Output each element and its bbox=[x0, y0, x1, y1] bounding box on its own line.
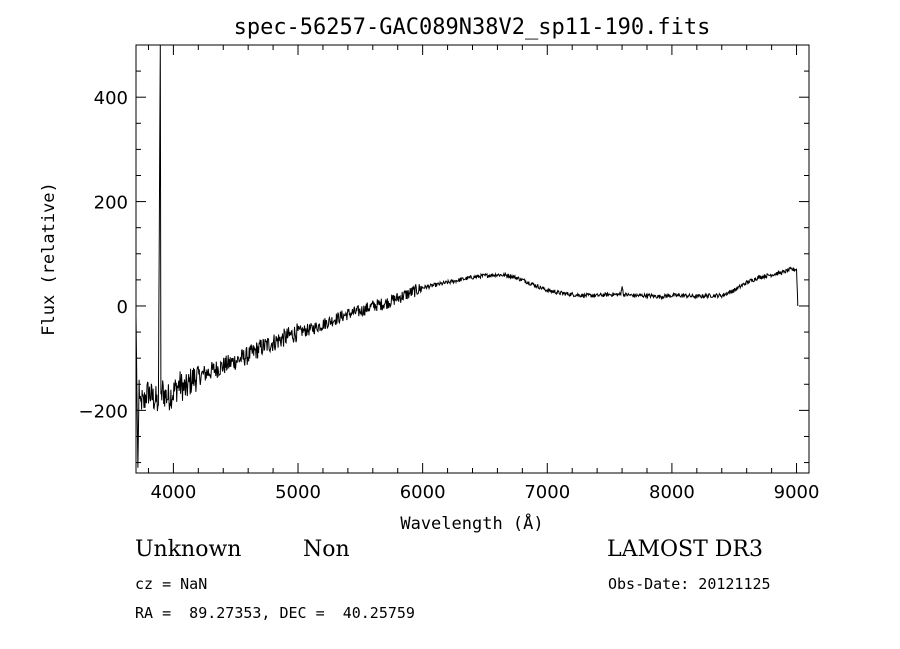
redshift-cz: cz = NaN bbox=[135, 575, 208, 593]
series-line-flux bbox=[135, 44, 799, 468]
survey-name: LAMOST DR3 bbox=[607, 537, 763, 562]
object-class: Unknown bbox=[135, 537, 242, 562]
x-tick-label: 6000 bbox=[400, 482, 446, 503]
x-tick-label: 9000 bbox=[774, 482, 820, 503]
y-axis-label: Flux (relative) bbox=[39, 182, 59, 336]
plot-frame bbox=[135, 44, 810, 474]
x-axis-label: Wavelength (Å) bbox=[400, 512, 543, 534]
coordinates: RA = 89.27353, DEC = 40.25759 bbox=[135, 604, 415, 622]
x-tick-label: 8000 bbox=[649, 482, 695, 503]
object-subclass: Non bbox=[303, 537, 350, 562]
axis-tick-labels: 4000 5000 6000 7000 8000 9000 −200 0 200 400 bbox=[79, 88, 820, 503]
y-tick-label: 400 bbox=[94, 88, 128, 109]
chart-title: spec-56257-GAC089N38V2_sp11-190.fits bbox=[234, 15, 711, 40]
axis-ticks bbox=[136, 44, 809, 473]
y-tick-label: 0 bbox=[117, 297, 128, 318]
x-tick-label: 4000 bbox=[150, 482, 196, 503]
obs-date: Obs-Date: 20121125 bbox=[608, 575, 771, 593]
y-tick-label: −200 bbox=[79, 401, 128, 422]
x-tick-label: 5000 bbox=[275, 482, 321, 503]
y-tick-label: 200 bbox=[94, 193, 128, 214]
x-tick-label: 7000 bbox=[524, 482, 570, 503]
